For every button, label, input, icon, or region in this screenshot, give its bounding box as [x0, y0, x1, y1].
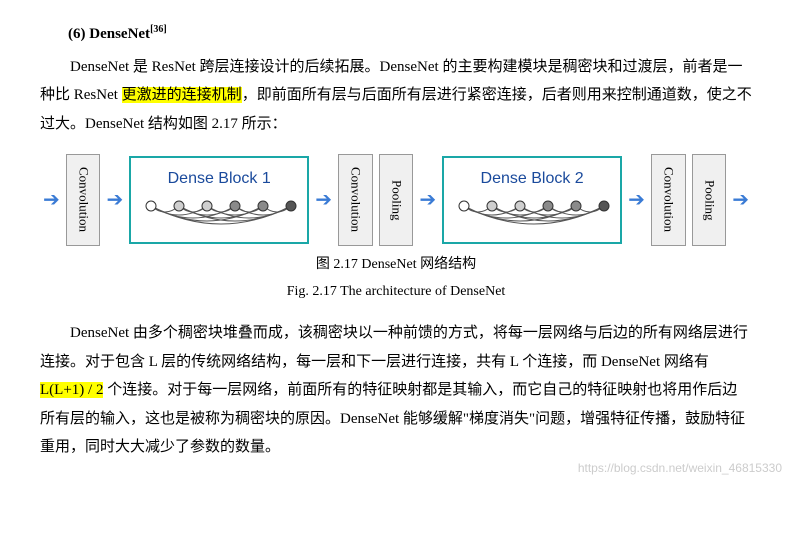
dense-block-2-title: Dense Block 2	[454, 164, 610, 194]
figure-caption-en: Fig. 2.17 The architecture of DenseNet	[40, 279, 752, 306]
dense-block-1: Dense Block 1	[129, 156, 309, 244]
p1-highlight: 更激进的连接机制	[122, 87, 242, 103]
pool-block-1: Pooling	[379, 154, 414, 246]
figure-row: ➔ Convolution ➔ Dense Block 1 ➔ Convolut…	[43, 154, 749, 246]
arrow-icon: ➔	[732, 190, 749, 210]
citation-ref: [36]	[150, 24, 167, 35]
section-heading: (6) DenseNet[36]	[68, 20, 752, 49]
p2-text-2: 个连接。对于每一层网络，前面所有的特征映射都是其输入，而它自己的特征映射也将用作…	[40, 382, 745, 455]
arrow-icon: ➔	[315, 190, 332, 210]
p2-text-1: DenseNet 由多个稠密块堆叠而成，该稠密块以一种前馈的方式，将每一层网络与…	[40, 325, 748, 370]
conv-block-2: Convolution	[338, 154, 373, 246]
heading-text: (6) DenseNet	[68, 26, 150, 42]
paragraph-1: DenseNet 是 ResNet 跨层连接设计的后续拓展。DenseNet 的…	[40, 53, 752, 139]
arrow-icon: ➔	[106, 190, 123, 210]
conv-block-1: Convolution	[66, 154, 101, 246]
pool-block-2: Pooling	[692, 154, 727, 246]
dense-block-1-title: Dense Block 1	[141, 164, 297, 194]
dense-block-2-graph	[454, 196, 614, 250]
paragraph-2: DenseNet 由多个稠密块堆叠而成，该稠密块以一种前馈的方式，将每一层网络与…	[40, 319, 752, 462]
watermark: https://blog.csdn.net/weixin_46815330	[578, 457, 782, 480]
figure-caption-cn: 图 2.17 DenseNet 网络结构	[40, 252, 752, 279]
figure-2-17: ➔ Convolution ➔ Dense Block 1 ➔ Convolut…	[40, 154, 752, 246]
p2-highlight: L(L+1) / 2	[40, 382, 103, 398]
conv-block-3: Convolution	[651, 154, 686, 246]
dense-block-1-graph	[141, 196, 301, 250]
arrow-icon: ➔	[628, 190, 645, 210]
arrow-icon: ➔	[43, 190, 60, 210]
arrow-icon: ➔	[419, 190, 436, 210]
dense-block-2: Dense Block 2	[442, 156, 622, 244]
